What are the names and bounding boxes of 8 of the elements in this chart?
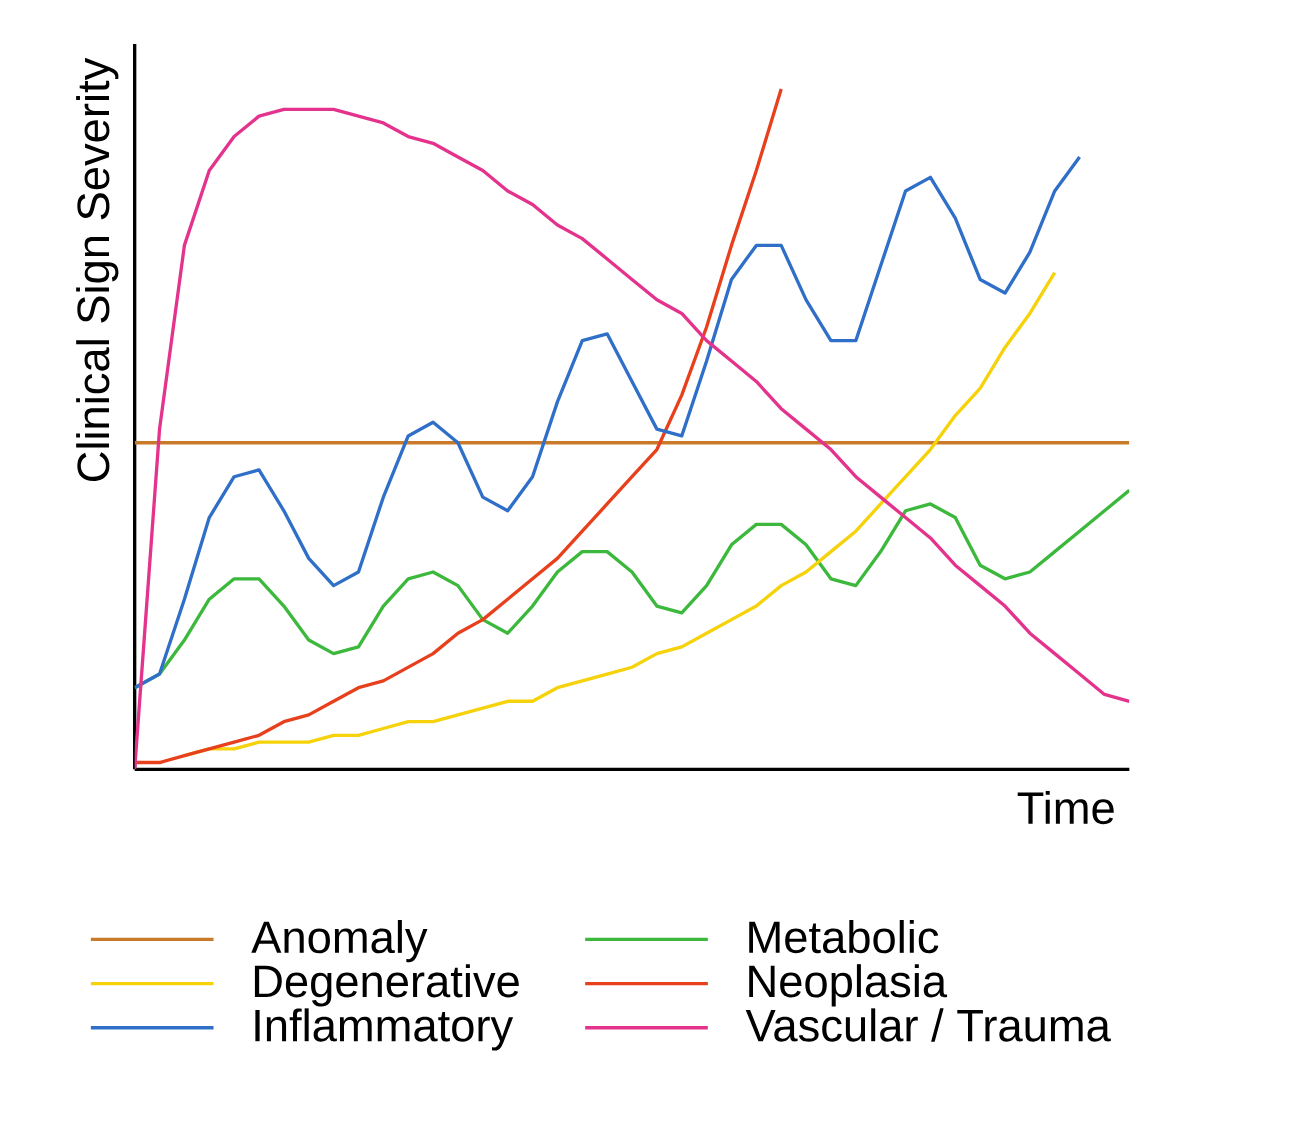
x-axis-title: Time bbox=[1017, 791, 1114, 825]
legend-label: Metabolic bbox=[749, 920, 939, 954]
legend-label: Vascular / Trauma bbox=[745, 1008, 1111, 1042]
legend-label: Neoplasia bbox=[749, 964, 948, 1007]
legend-label: Inflammatory bbox=[255, 1008, 514, 1051]
legend-label: Anomaly bbox=[251, 920, 428, 963]
legend-label: Degenerative bbox=[254, 964, 519, 1007]
y-axis-title: Clinical Sign Severity bbox=[76, 57, 119, 482]
